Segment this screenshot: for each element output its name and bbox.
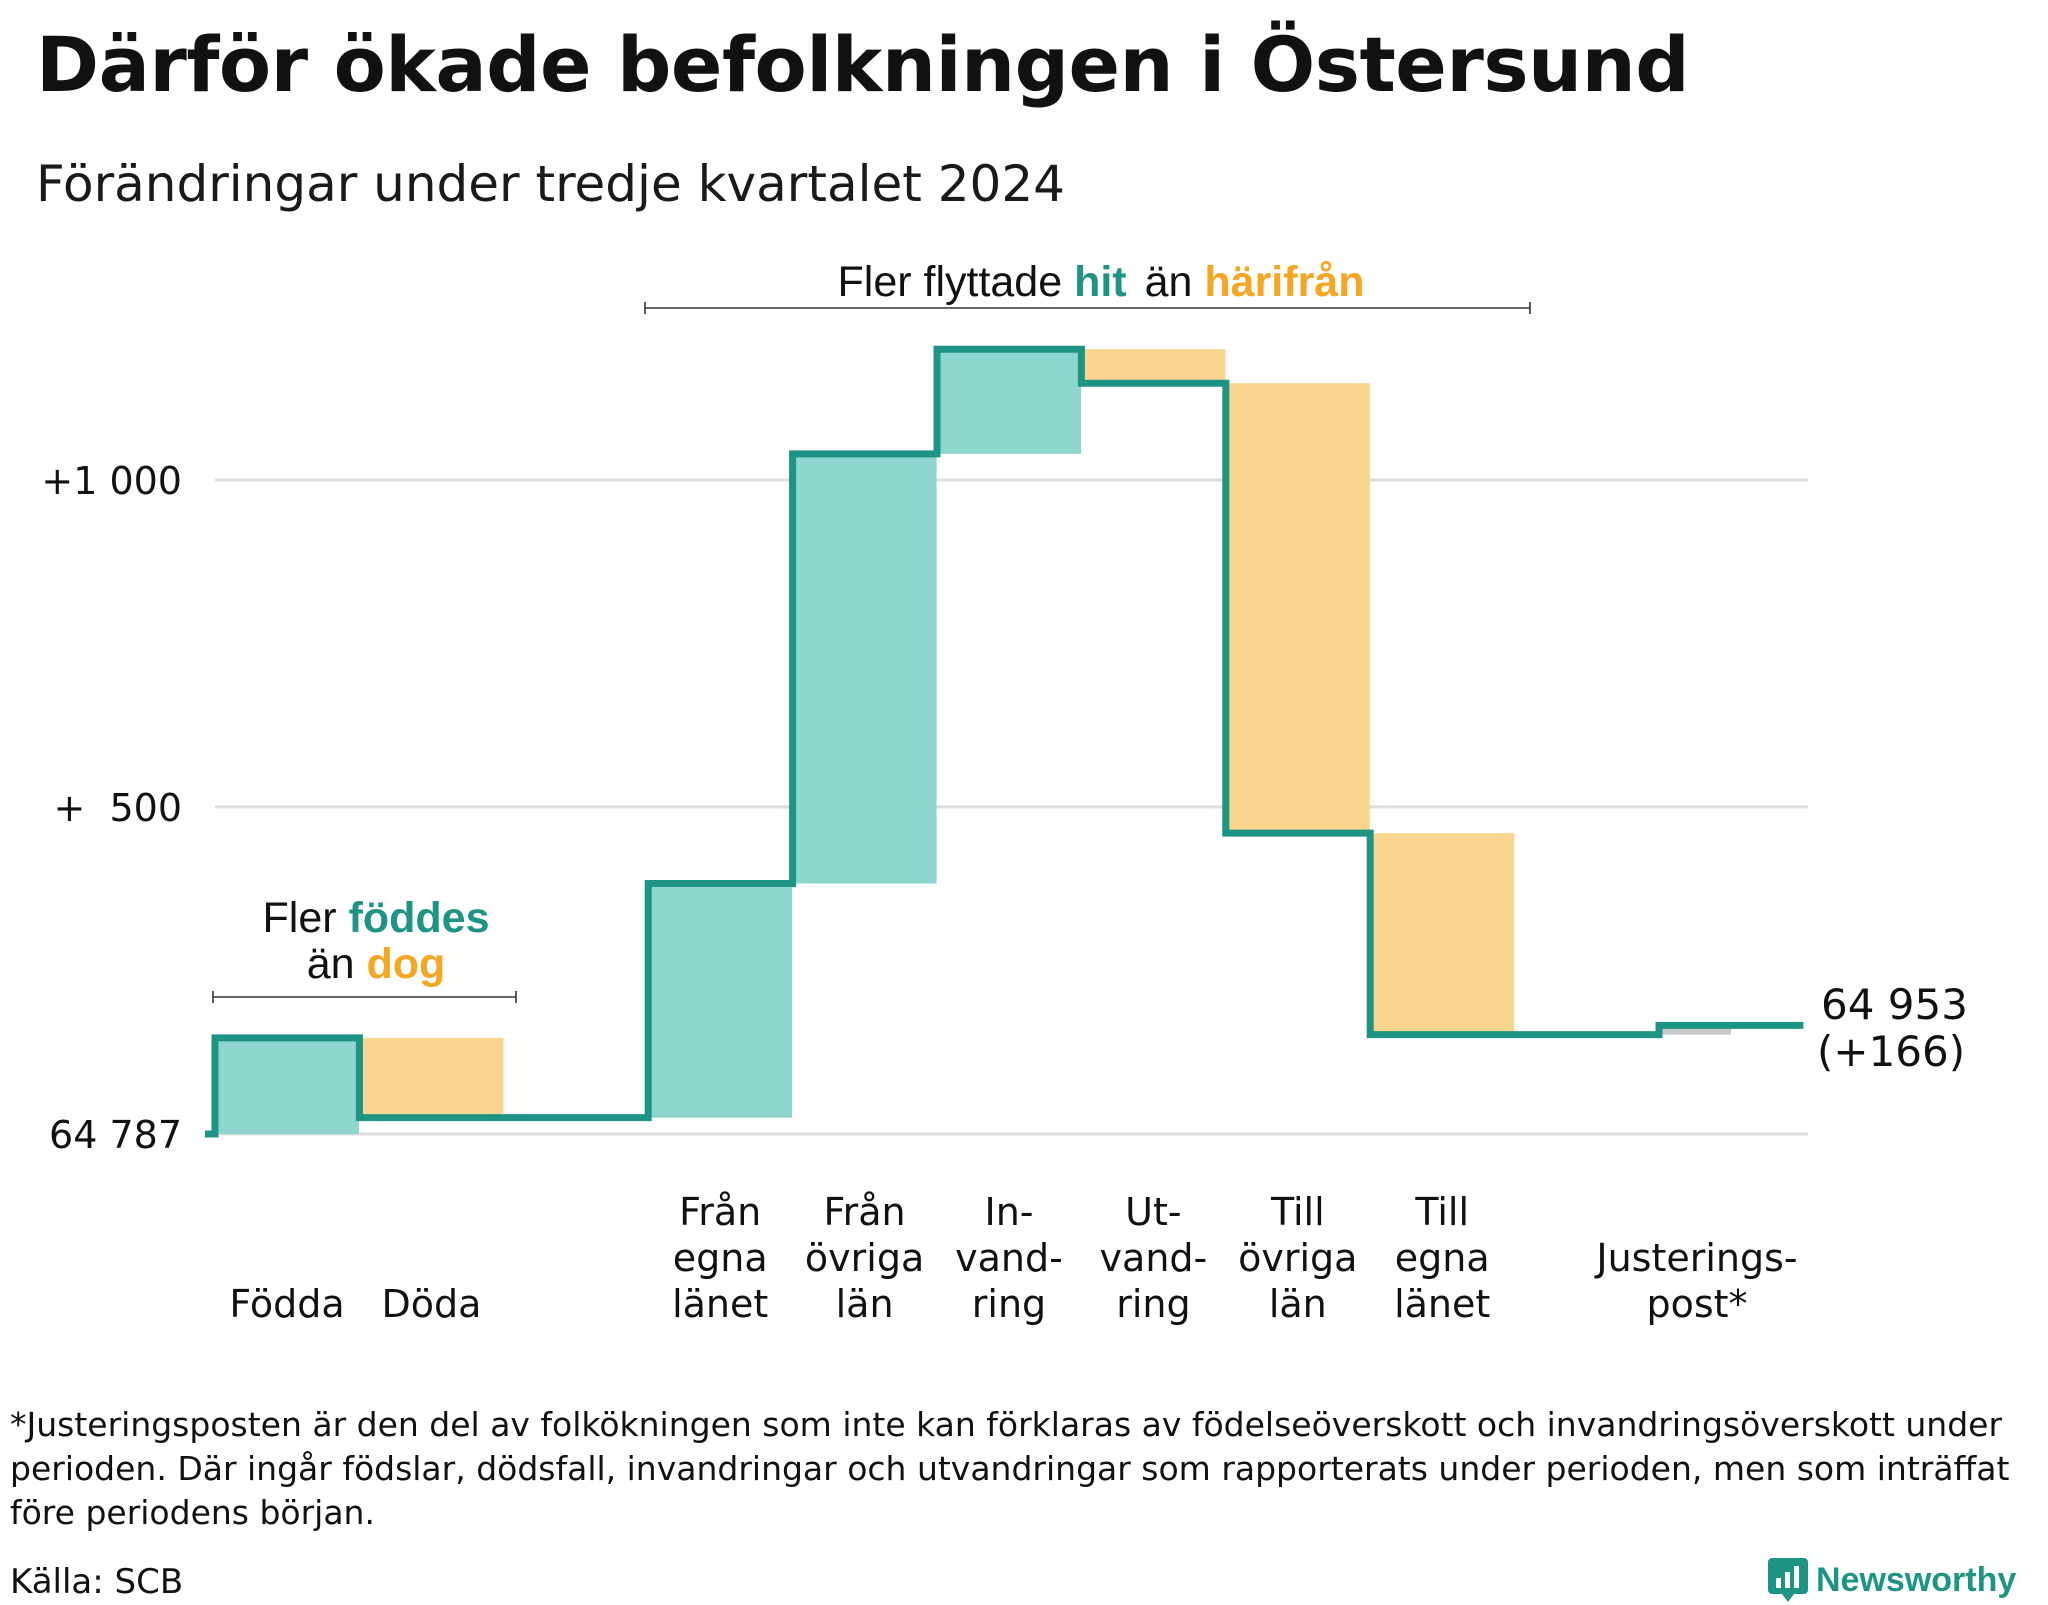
bar-decrease (1081, 349, 1226, 384)
gridlines (215, 478, 1808, 1136)
final-value-label: 64 953 (1821, 980, 1968, 1029)
category-label: In- (984, 1190, 1033, 1234)
bar-decrease (359, 1037, 504, 1118)
bar-increase (792, 453, 937, 884)
brand-logo: Newsworthy (1768, 1555, 2016, 1605)
chart-title: Därför ökade befolkningen i Östersund (36, 20, 1690, 109)
category-label: egna (1395, 1236, 1490, 1280)
category-label: vand- (1100, 1236, 1208, 1280)
births-annotation-line2: än dog (307, 940, 446, 988)
bar-decrease (1370, 833, 1515, 1035)
category-label: post* (1646, 1282, 1747, 1326)
category-label: ring (972, 1282, 1046, 1326)
bars (215, 349, 1731, 1134)
births-annotation: Fler föddes än dog (212, 894, 517, 1003)
y-tick-label: + 500 (53, 786, 182, 830)
category-label: egna (673, 1236, 768, 1280)
brand-name: Newsworthy (1816, 1560, 2017, 1599)
footnote: *Justeringsposten är den del av folkökni… (10, 1405, 2010, 1532)
category-label: Till (1270, 1190, 1325, 1234)
source-label: Källa: SCB (10, 1562, 184, 1602)
chart-subtitle: Förändringar under tredje kvartalet 2024 (36, 155, 1065, 213)
newsworthy-logo-icon (1768, 1558, 1808, 1602)
migration-annotation: Fler flyttade hit än härifrån (644, 258, 1531, 314)
bar-adjustment (1659, 1025, 1731, 1035)
category-label: Justerings- (1594, 1236, 1797, 1280)
y-tick-label: +1 000 (41, 459, 182, 503)
category-label: ring (1116, 1282, 1190, 1326)
category-labels: Födda DödaFrånegnalänetFrånövrigalänIn-va… (229, 1190, 1797, 1326)
category-label: övriga (1238, 1236, 1357, 1280)
migration-annotation-text: Fler flyttade hit än härifrån (838, 258, 1365, 306)
category-label: länet (672, 1282, 768, 1326)
bar-increase (648, 883, 793, 1118)
running-total-line (205, 345, 1804, 1138)
category-label: övriga (805, 1236, 924, 1280)
y-tick-label: 64 787 (49, 1113, 182, 1157)
births-annotation-line1: Fler föddes (263, 894, 490, 942)
final-change-label: (+166) (1817, 1027, 1965, 1076)
category-label: Från (824, 1190, 906, 1234)
category-label: länet (1394, 1282, 1490, 1326)
category-label: län (836, 1282, 894, 1326)
bar-decrease (1225, 383, 1370, 834)
bar-increase (215, 1037, 359, 1134)
waterfall-chart: 64 787+ 500+1 000 Födda DödaFrånegnalänet… (41, 258, 1968, 1326)
y-axis-ticks: 64 787 + 500 +1 000 (41, 459, 182, 1157)
category-label: Döda (381, 1282, 481, 1326)
category-label: Födda (229, 1282, 344, 1326)
bar-increase (937, 349, 1081, 454)
category-label: Till (1414, 1190, 1469, 1234)
category-label: vand- (955, 1236, 1063, 1280)
category-label: Ut- (1125, 1190, 1181, 1234)
category-label: län (1269, 1282, 1327, 1326)
category-label: Från (679, 1190, 761, 1234)
